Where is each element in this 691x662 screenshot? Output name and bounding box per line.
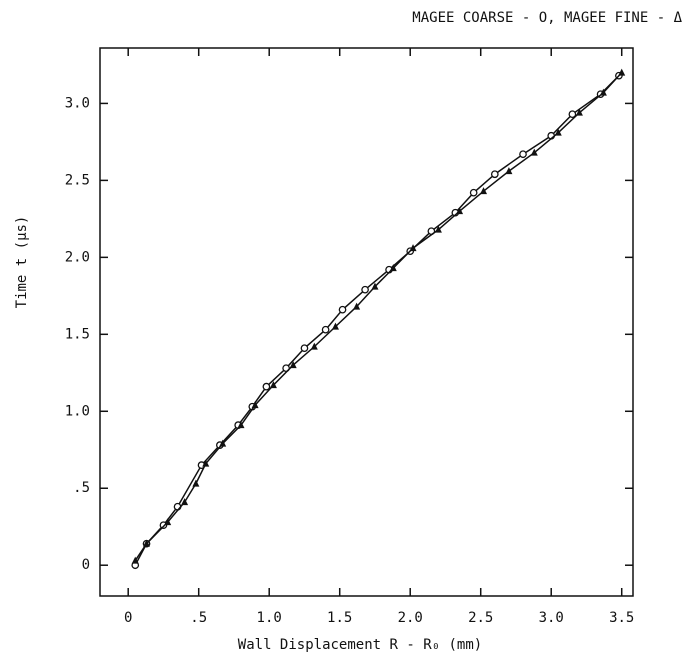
x-tick-label: .5 [190,610,207,626]
point [338,305,347,314]
point [519,150,527,159]
point [251,401,259,409]
point [456,207,464,215]
point [353,302,361,310]
y-axis-label: Time t (μs) [14,216,30,309]
y-tick-label: 3.0 [65,95,90,111]
plot-frame [99,47,634,597]
point [237,421,245,429]
point [554,128,562,136]
point [434,225,442,233]
point [505,167,513,175]
point [575,108,583,116]
point [371,282,379,290]
x-tick-label: 3.0 [539,610,564,626]
point [331,322,339,330]
point [321,325,330,334]
point [599,88,607,96]
point [269,381,277,389]
point [389,264,397,272]
point [469,188,478,197]
x-tick-label: 1.0 [257,610,282,626]
x-tick-label: 0 [124,610,132,626]
x-tick-label: 2.0 [398,610,423,626]
point [164,518,172,526]
point [409,244,417,252]
point [181,498,189,506]
x-tick-label: 2.5 [468,610,493,626]
series-line [134,75,620,566]
point [262,382,271,391]
point [530,148,538,156]
point [202,459,210,467]
x-tick-label: 1.5 [327,610,352,626]
point [143,539,151,547]
y-tick-label: 1.5 [65,326,90,342]
point [131,556,139,564]
point [219,439,227,447]
x-axis-label: Wall Displacement R - R₀ (mm) [238,637,482,653]
y-tick-label: 2.5 [65,172,90,188]
y-tick-label: .5 [73,480,90,496]
point [480,187,488,195]
series-line [134,72,623,562]
point [618,68,626,76]
chart-title: MAGEE COARSE - O, MAGEE FINE - Δ [412,10,682,26]
point [568,110,577,119]
point [310,342,318,350]
point [192,479,200,487]
y-tick-label: 1.0 [65,403,90,419]
x-tick-label: 3.5 [609,610,634,626]
y-tick-label: 0 [82,557,90,573]
point [289,361,297,369]
point [300,344,309,353]
y-tick-label: 2.0 [65,249,90,265]
point [361,285,369,294]
point [490,170,499,179]
